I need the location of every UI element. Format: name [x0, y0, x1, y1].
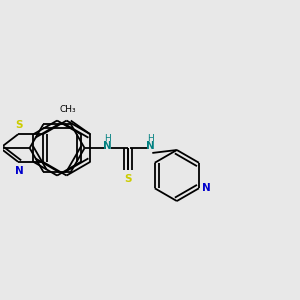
Text: S: S [15, 121, 23, 130]
Text: N: N [146, 141, 155, 151]
Text: H: H [104, 134, 110, 143]
Text: N: N [15, 166, 23, 176]
Text: H: H [147, 134, 154, 143]
Text: CH₃: CH₃ [59, 105, 76, 114]
Text: N: N [103, 141, 112, 151]
Text: S: S [124, 174, 131, 184]
Text: N: N [202, 183, 211, 193]
